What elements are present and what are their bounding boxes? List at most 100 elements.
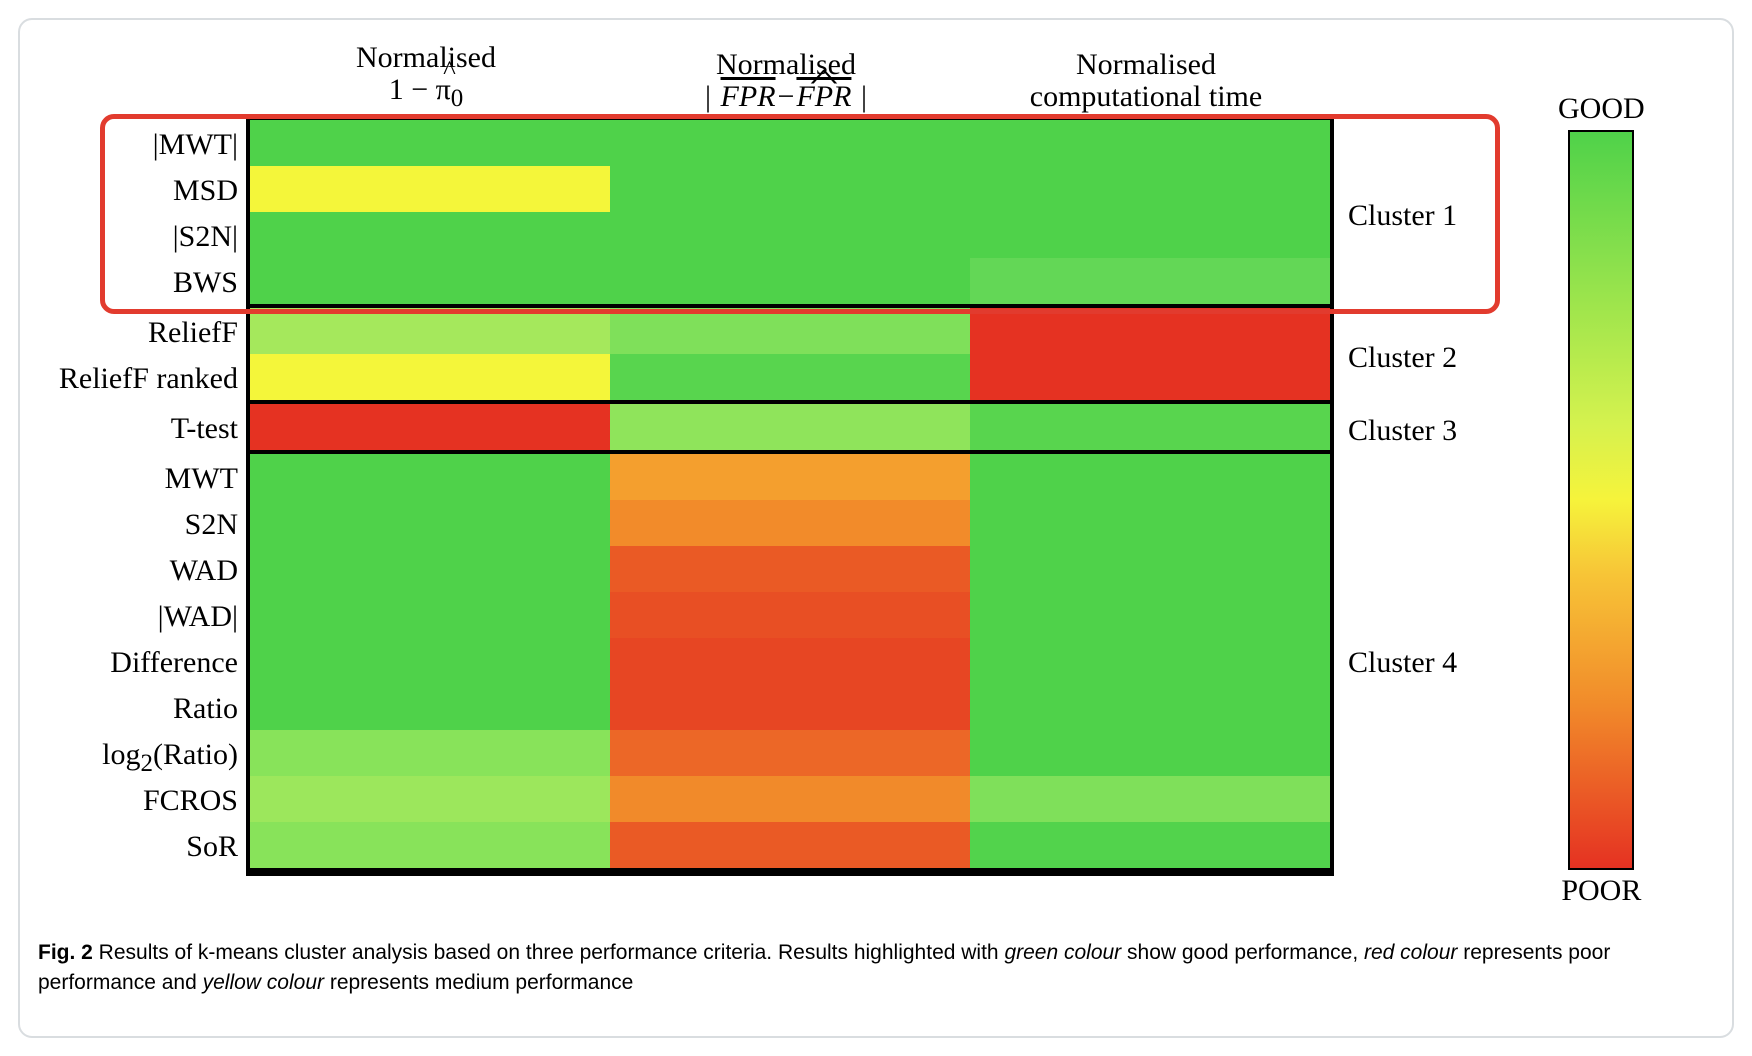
heatmap-cell bbox=[610, 404, 970, 450]
row-label: ReliefF bbox=[38, 310, 238, 356]
heatmap-cell bbox=[970, 730, 1330, 776]
heatmap-row bbox=[250, 308, 1330, 354]
caption-text-1: Results of k-means cluster analysis base… bbox=[93, 941, 1005, 964]
heatmap-cell bbox=[250, 404, 610, 450]
heatmap-cell bbox=[970, 500, 1330, 546]
heatmap-cell bbox=[250, 120, 610, 166]
figure-frame: |MWT|MSD|S2N|BWSReliefFReliefF rankedT-t… bbox=[18, 18, 1734, 1038]
heatmap-cell bbox=[610, 730, 970, 776]
row-label: Ratio bbox=[38, 686, 238, 732]
row-label: |WAD| bbox=[38, 594, 238, 640]
row-label: log2(Ratio) bbox=[38, 732, 238, 778]
heatmap-cell bbox=[610, 684, 970, 730]
heatmap-cell bbox=[970, 166, 1330, 212]
heatmap-row bbox=[250, 546, 1330, 592]
heatmap-cell bbox=[970, 638, 1330, 684]
heatmap-cell bbox=[970, 212, 1330, 258]
row-label: BWS bbox=[38, 260, 238, 306]
heatmap-cell bbox=[250, 212, 610, 258]
heatmap-cell bbox=[250, 592, 610, 638]
heatmap-wrap: Normalised1 − π0Normalised| FPR − FPR |N… bbox=[246, 34, 1334, 876]
heatmap-cell bbox=[610, 776, 970, 822]
heatmap-cell bbox=[970, 308, 1330, 354]
heatmap-cell bbox=[970, 592, 1330, 638]
heatmap-cell bbox=[610, 822, 970, 868]
cluster-label: Cluster 4 bbox=[1348, 456, 1518, 870]
figure-container: |MWT|MSD|S2N|BWSReliefFReliefF rankedT-t… bbox=[0, 0, 1752, 1056]
heatmap-cell bbox=[250, 546, 610, 592]
cluster-label: Cluster 3 bbox=[1348, 406, 1518, 456]
heatmap-row bbox=[250, 258, 1330, 304]
heatmap-cell bbox=[970, 120, 1330, 166]
heatmap-row bbox=[250, 212, 1330, 258]
heatmap-cluster bbox=[250, 404, 1330, 454]
row-label: MWT bbox=[38, 456, 238, 502]
heatmap-cell bbox=[610, 454, 970, 500]
heatmap-row bbox=[250, 776, 1330, 822]
colorbar bbox=[1568, 130, 1634, 870]
heatmap-row bbox=[250, 730, 1330, 776]
column-header-line2: 1 − π0 bbox=[389, 74, 464, 112]
heatmap-cell bbox=[970, 546, 1330, 592]
row-label: S2N bbox=[38, 502, 238, 548]
heatmap-row bbox=[250, 684, 1330, 730]
row-label: MSD bbox=[38, 168, 238, 214]
heatmap-cell bbox=[610, 166, 970, 212]
heatmap-row bbox=[250, 822, 1330, 868]
heatmap-cell bbox=[250, 354, 610, 400]
heatmap-cell bbox=[250, 166, 610, 212]
column-header: Normalised| FPR − FPR | bbox=[606, 34, 966, 116]
heatmap-cell bbox=[610, 592, 970, 638]
row-label: ReliefF ranked bbox=[38, 356, 238, 402]
heatmap-cell bbox=[970, 258, 1330, 304]
heatmap-cell bbox=[970, 684, 1330, 730]
heatmap-cell bbox=[970, 404, 1330, 450]
chart-area: |MWT|MSD|S2N|BWSReliefFReliefF rankedT-t… bbox=[38, 34, 1714, 908]
heatmap-cell bbox=[970, 454, 1330, 500]
heatmap-row bbox=[250, 500, 1330, 546]
heatmap-cluster bbox=[250, 308, 1330, 404]
heatmap-row bbox=[250, 592, 1330, 638]
figure-caption: Fig. 2 Results of k-means cluster analys… bbox=[38, 938, 1714, 999]
column-headers: Normalised1 − π0Normalised| FPR − FPR |N… bbox=[246, 34, 1334, 116]
cluster-label: Cluster 2 bbox=[1348, 310, 1518, 406]
heatmap-cell bbox=[250, 308, 610, 354]
cluster-labels-column: Cluster 1Cluster 2Cluster 3Cluster 4 bbox=[1334, 34, 1518, 870]
heatmap-cell bbox=[610, 308, 970, 354]
heatmap-row bbox=[250, 638, 1330, 684]
heatmap-cell bbox=[970, 822, 1330, 868]
cluster-label: Cluster 1 bbox=[1348, 122, 1518, 310]
heatmap-cell bbox=[970, 354, 1330, 400]
heatmap-row bbox=[250, 166, 1330, 212]
row-label: |S2N| bbox=[38, 214, 238, 260]
row-label: WAD bbox=[38, 548, 238, 594]
heatmap-row bbox=[250, 404, 1330, 450]
heatmap-row bbox=[250, 454, 1330, 500]
caption-fig-tag: Fig. 2 bbox=[38, 941, 93, 964]
heatmap-row bbox=[250, 354, 1330, 400]
heatmap-cell bbox=[250, 638, 610, 684]
row-labels-column: |MWT|MSD|S2N|BWSReliefFReliefF rankedT-t… bbox=[38, 34, 246, 870]
column-header-line2: computational time bbox=[1030, 81, 1262, 113]
heatmap-row bbox=[250, 120, 1330, 166]
column-header: Normalisedcomputational time bbox=[966, 34, 1326, 116]
heatmap bbox=[246, 116, 1334, 876]
row-label: T-test bbox=[38, 406, 238, 452]
heatmap-cell bbox=[250, 258, 610, 304]
heatmap-cell bbox=[250, 822, 610, 868]
heatmap-cell bbox=[610, 546, 970, 592]
column-header: Normalised1 − π0 bbox=[246, 34, 606, 116]
caption-red-colour: red colour bbox=[1364, 941, 1457, 964]
row-label: SoR bbox=[38, 824, 238, 870]
heatmap-cell bbox=[250, 776, 610, 822]
heatmap-cell bbox=[250, 684, 610, 730]
caption-text-2: show good performance, bbox=[1121, 941, 1364, 964]
heatmap-cell bbox=[250, 500, 610, 546]
column-header-line2: | FPR − FPR | bbox=[705, 81, 867, 113]
column-header-line1: Normalised bbox=[1076, 49, 1216, 81]
heatmap-cell bbox=[610, 354, 970, 400]
column-header-line1: Normalised bbox=[356, 42, 496, 74]
heatmap-cell bbox=[610, 212, 970, 258]
heatmap-cell bbox=[250, 454, 610, 500]
colorbar-bottom-label: POOR bbox=[1561, 874, 1641, 908]
